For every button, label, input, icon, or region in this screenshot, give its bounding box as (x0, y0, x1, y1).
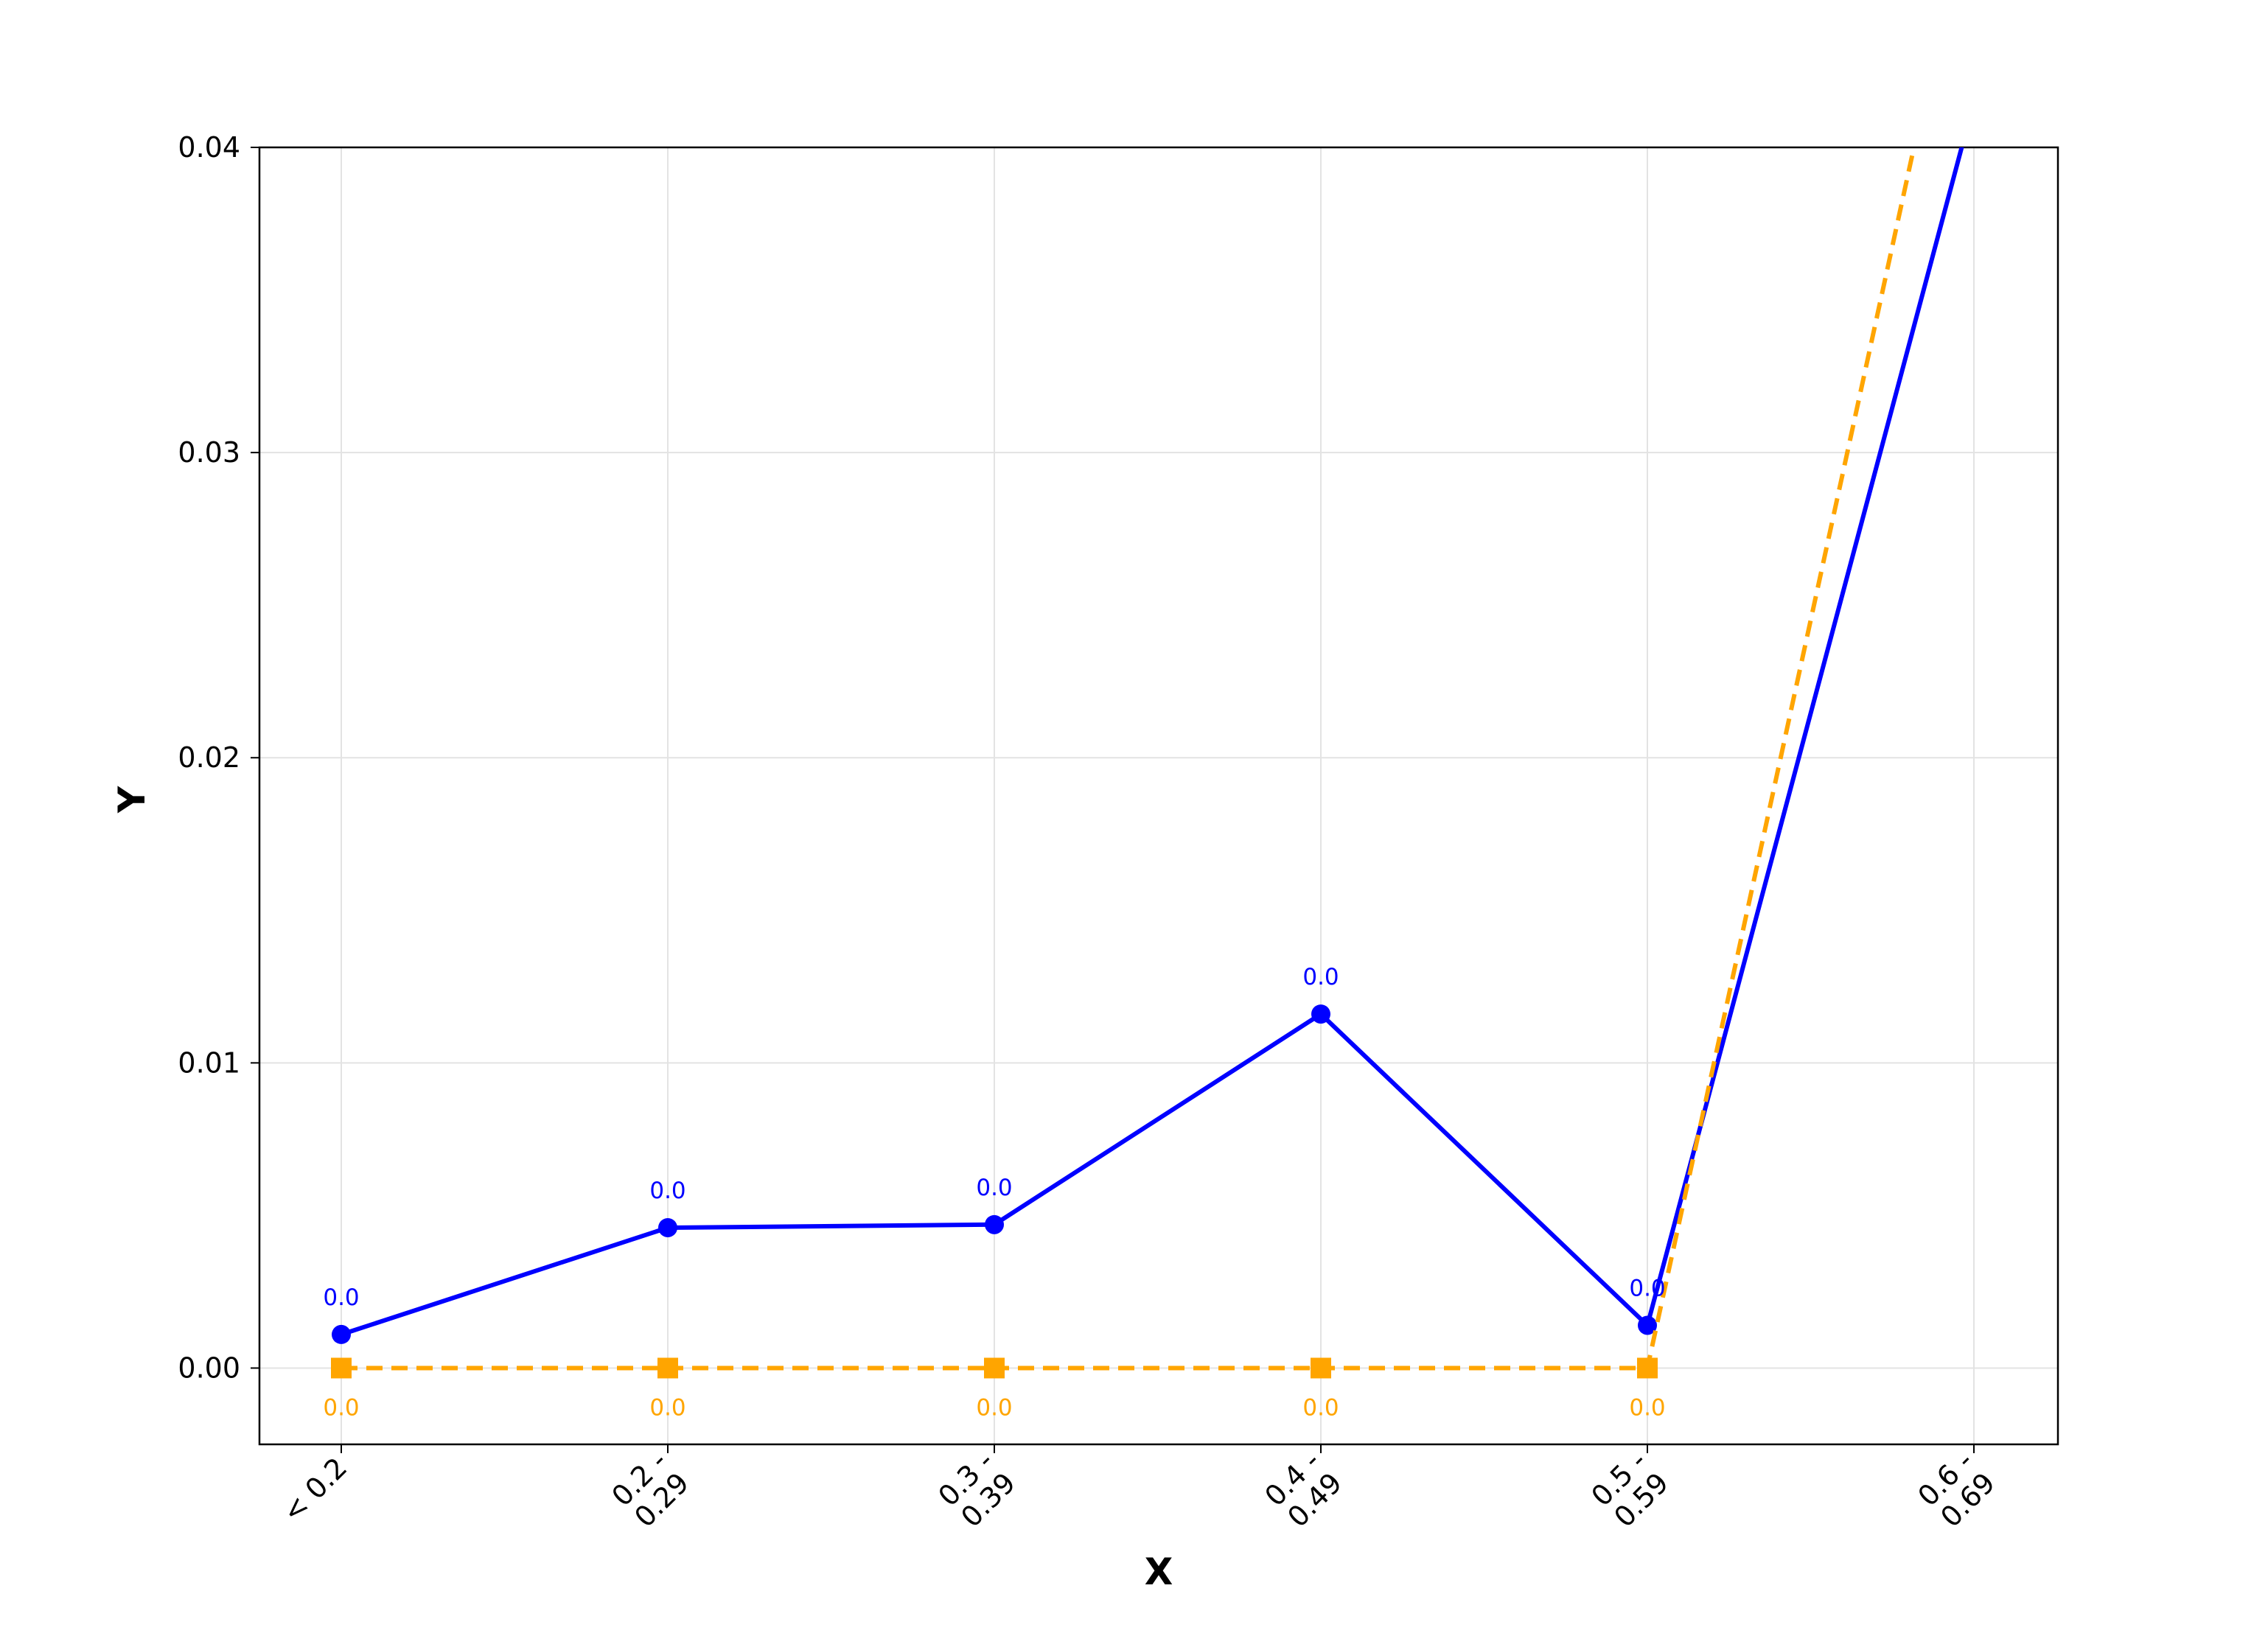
series-1-data-label: 0.0 (323, 1284, 359, 1311)
series-1-data-label: 0.0 (649, 1178, 685, 1204)
x-tick-text: 0.6 -0.69 (1911, 1444, 2001, 1534)
x-tick-label: < 0.2 (276, 1451, 353, 1528)
tick-labels: 0.00 0.01 0.02 0.03 0.04 < 0.2 0.2 -0.29 0.3 -0… (178, 131, 2001, 1534)
series-1-line (341, 147, 1964, 1337)
series-2-data-label: 0.0 (1302, 1394, 1339, 1421)
series-2-data-label: 0.0 (323, 1394, 359, 1421)
series-1-data-label: 0.0 (976, 1175, 1012, 1201)
x-tick-label: 0.4 -0.49 (1258, 1444, 1348, 1534)
data-labels: 0.0 0.0 0.0 0.0 0.0 0.0 0.0 0.0 0.0 0.0 (323, 964, 1665, 1421)
series-1-point (332, 1324, 351, 1344)
series-1-point (658, 1217, 677, 1237)
plot-frame (258, 146, 2059, 1446)
x-tick-text: 0.4 -0.49 (1258, 1444, 1348, 1534)
x-tick-label: 0.5 -0.59 (1585, 1444, 1675, 1534)
axes (251, 146, 2059, 1453)
x-tick-text: 0.3 -0.39 (932, 1444, 1022, 1534)
y-axis-title: Y (111, 786, 153, 814)
y-tick-label: 0.03 (178, 436, 240, 469)
series-1-point (985, 1214, 1004, 1234)
x-tick-line: < 0.2 (276, 1451, 353, 1528)
series-2-point (331, 1357, 352, 1379)
x-tick-label: 0.2 -0.29 (605, 1444, 695, 1534)
series-2-line (341, 147, 1916, 1371)
series-2-data-label: 0.0 (649, 1394, 685, 1421)
series-1-point (1311, 1004, 1330, 1024)
y-tick-label: 0.04 (178, 131, 240, 164)
x-axis-title: X (1145, 1550, 1173, 1593)
series-1-data-label: 0.0 (1629, 1275, 1665, 1301)
y-tick-label: 0.01 (178, 1046, 240, 1079)
x-tick-text: < 0.2 (276, 1451, 353, 1528)
x-tick-text: 0.5 -0.59 (1585, 1444, 1675, 1534)
series-1-point (1638, 1315, 1657, 1335)
x-tick-label: 0.6 -0.69 (1911, 1444, 2001, 1534)
series-1-data-label: 0.0 (1302, 964, 1339, 990)
y-tick-label: 0.00 (178, 1351, 240, 1384)
series-2-point (1311, 1357, 1331, 1379)
y-tick-label: 0.02 (178, 741, 240, 774)
x-tick-label: 0.3 -0.39 (932, 1444, 1022, 1534)
series-2-point (1637, 1357, 1658, 1379)
series-2-point (657, 1357, 678, 1379)
series-layer (331, 147, 1964, 1379)
series-2-data-label: 0.0 (1629, 1394, 1665, 1421)
x-tick-text: 0.2 -0.29 (605, 1444, 695, 1534)
series-2-point (984, 1357, 1005, 1379)
series-2-data-label: 0.0 (976, 1394, 1012, 1421)
